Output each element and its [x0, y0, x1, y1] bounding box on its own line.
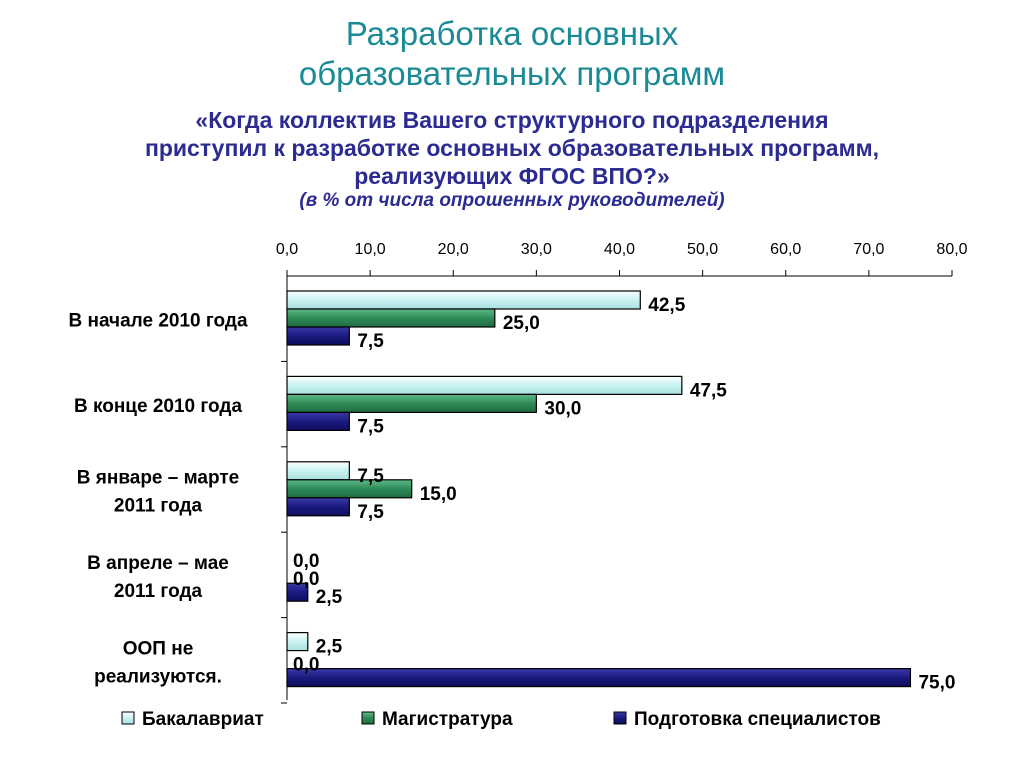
question-line-2: приступил к разработке основных образова…	[144, 135, 880, 161]
survey-note: (в % от числа опрошенных руководителей)	[299, 190, 725, 211]
data-label: 15,0	[420, 484, 457, 505]
legend-swatch	[361, 711, 375, 725]
question-line-3: реализующих ФГОС ВПО?»	[354, 163, 670, 189]
category-label: ООП не	[123, 638, 194, 659]
data-label: 47,5	[690, 380, 727, 401]
bar	[286, 326, 350, 346]
category-label: В начале 2010 года	[68, 311, 247, 332]
data-label: 7,5	[357, 331, 384, 352]
bar	[286, 479, 413, 499]
data-label: 7,5	[357, 466, 384, 487]
data-label: 2,5	[316, 637, 343, 658]
x-tick-label: 30,0	[521, 241, 552, 258]
title-line-2: образовательных программ	[298, 55, 726, 92]
data-label: 42,5	[648, 295, 685, 316]
data-label: 25,0	[503, 313, 540, 334]
title-line-1: Разработка основных	[345, 15, 679, 52]
category-label: 2011 года	[114, 581, 203, 602]
bar	[286, 582, 309, 602]
chart-axes: 0,0 10,0 20,0 30,0 40,0 50,0 60,0 70,0 80,0 В нач…	[68, 241, 968, 704]
x-tick-label: 40,0	[604, 241, 635, 258]
data-label: 30,0	[544, 398, 581, 419]
bar	[286, 461, 350, 481]
bar	[286, 497, 350, 517]
x-tick-label: 10,0	[355, 241, 386, 258]
chart-legend: Бакалавриат Магистратура Подготовка специа…	[121, 709, 881, 730]
bar	[286, 393, 537, 413]
survey-question: «Когда коллектив Вашего структурного под…	[40, 106, 984, 190]
chart-title: Разработка основных образовательных прог…	[0, 14, 1024, 94]
bar	[286, 411, 350, 431]
chart-data-labels: 42,547,57,50,02,525,030,015,00,00,07,57,…	[293, 295, 955, 694]
legend-label: Магистратура	[382, 709, 513, 730]
category-label: В январе – марте	[77, 468, 239, 489]
x-tick-label: 70,0	[853, 241, 884, 258]
bar	[286, 631, 309, 652]
x-tick-label: 20,0	[438, 241, 469, 258]
x-tick-label: 0,0	[276, 241, 298, 258]
category-label: В апреле – мае	[87, 553, 229, 574]
category-label: В конце 2010 года	[74, 396, 242, 417]
x-tick-label: 50,0	[687, 241, 718, 258]
bar	[286, 290, 641, 310]
legend-swatch	[121, 711, 135, 725]
legend-label: Бакалавриат	[142, 709, 264, 730]
bar	[286, 308, 496, 328]
legend-swatch	[613, 711, 627, 725]
x-tick-label: 60,0	[770, 241, 801, 258]
data-label: 2,5	[316, 587, 343, 608]
question-line-1: «Когда коллектив Вашего структурного под…	[195, 107, 829, 133]
bar	[286, 375, 683, 395]
data-label: 75,0	[918, 673, 955, 694]
data-label: 7,5	[357, 502, 384, 523]
chart-bars	[286, 290, 912, 688]
category-label: реализуются.	[94, 666, 222, 687]
x-tick-label: 80,0	[936, 241, 967, 258]
data-label: 0,0	[293, 551, 319, 572]
data-label: 0,0	[293, 655, 319, 676]
legend-label: Подготовка специалистов	[634, 709, 881, 730]
data-label: 7,5	[357, 416, 384, 437]
bar	[286, 667, 912, 688]
data-label: 0,0	[293, 569, 319, 590]
category-label: 2011 года	[114, 496, 203, 517]
